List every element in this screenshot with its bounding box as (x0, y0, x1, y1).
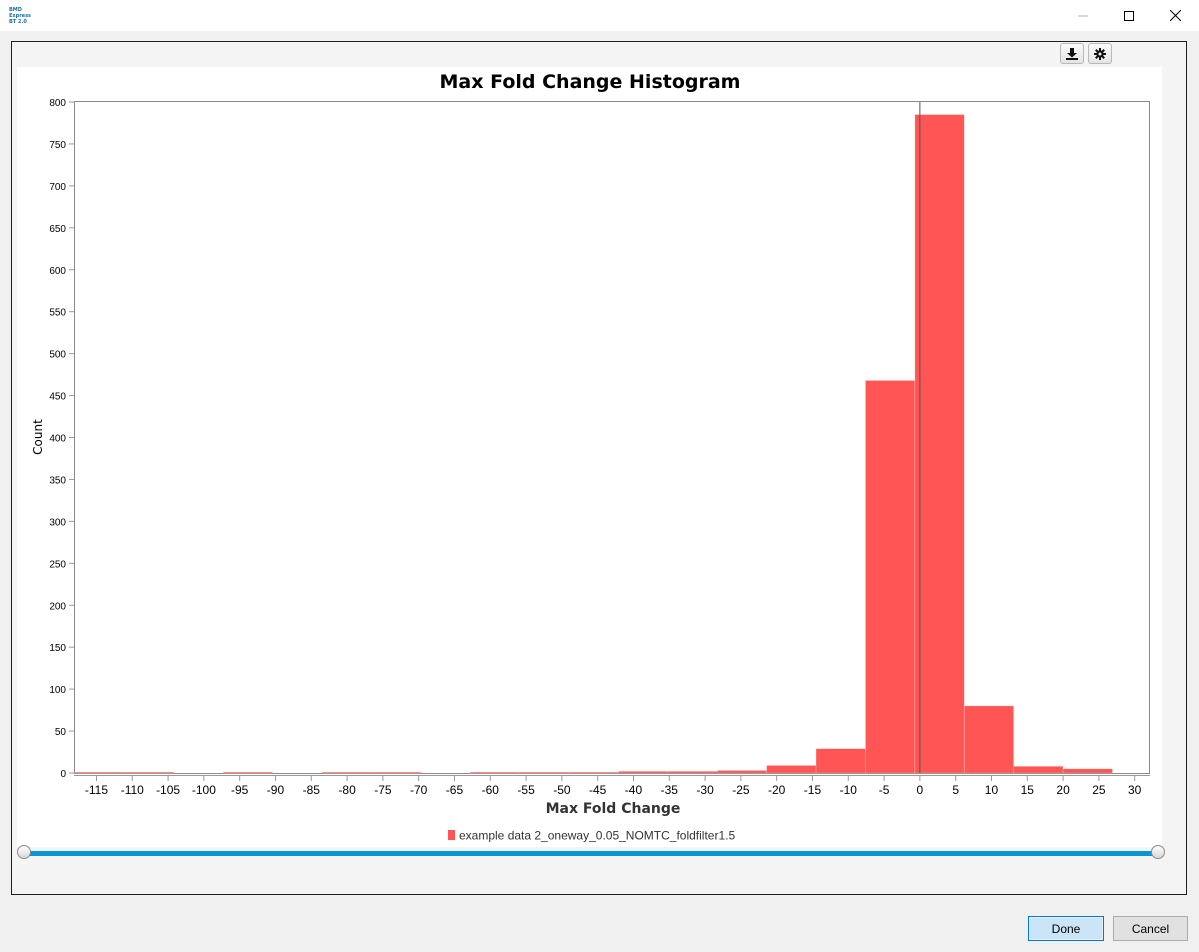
cancel-button[interactable]: Cancel (1113, 916, 1188, 941)
app-logo-line: BT 2.0 (9, 19, 27, 25)
slider-max-thumb[interactable] (1151, 845, 1165, 859)
x-tick-label: 5 (952, 783, 959, 797)
x-tick-label: -10 (840, 783, 858, 797)
download-button[interactable] (1060, 43, 1084, 64)
x-tick-label: 20 (1056, 783, 1070, 797)
slider-track[interactable] (23, 851, 1159, 856)
x-tick-label: -25 (732, 783, 750, 797)
gear-icon (1094, 47, 1106, 60)
x-axis: -115 -110 -105 -100 -95 -90 -85 -80 -75 -70 -65 -60… (85, 776, 1142, 797)
x-tick-label: -70 (410, 783, 428, 797)
y-tick-label: 800 (49, 98, 66, 109)
y-tick-label: 600 (49, 266, 66, 277)
x-tick-label: -100 (192, 783, 216, 797)
y-tick-label: 0 (60, 769, 66, 780)
y-axis: 0 50 100 150 200 250 300 350 400 450 500 550 600 650 7… (49, 98, 74, 780)
range-slider[interactable] (17, 844, 1165, 862)
histogram-bar (914, 114, 965, 774)
settings-button[interactable] (1088, 43, 1112, 64)
x-tick-label: 30 (1128, 783, 1142, 797)
x-tick-label: -85 (303, 783, 321, 797)
y-tick-label: 400 (49, 434, 66, 445)
app-logo-line: BMD (9, 7, 22, 13)
histogram-bar (618, 771, 669, 774)
legend-label: example data 2_oneway_0.05_NOMTC_foldfil… (459, 829, 735, 843)
legend-swatch (448, 830, 455, 840)
x-tick-label: -80 (338, 783, 356, 797)
histogram-bar (469, 771, 520, 774)
chart-title: Max Fold Change Histogram (440, 71, 741, 93)
x-tick-label: -105 (156, 783, 180, 797)
minimize-button[interactable] (1060, 0, 1106, 31)
x-axis-label: Max Fold Change (546, 801, 681, 817)
histogram-bar (815, 748, 866, 774)
histogram-bar (716, 770, 767, 774)
y-tick-label: 450 (49, 392, 66, 403)
histogram-bar (371, 771, 422, 774)
x-tick-label: -90 (267, 783, 285, 797)
x-tick-label: -115 (85, 783, 108, 797)
x-tick-label: 15 (1021, 783, 1035, 797)
bars-group (74, 114, 1113, 774)
x-tick-label: -60 (482, 783, 500, 797)
histogram-bar (1062, 768, 1113, 774)
x-tick-label: -5 (879, 783, 890, 797)
x-tick-label: 10 (985, 783, 999, 797)
x-tick-label: -50 (553, 783, 571, 797)
y-axis-label: Count (31, 419, 45, 455)
maximize-icon (1124, 10, 1134, 21)
minimize-icon (1078, 15, 1088, 16)
x-tick-label: -110 (121, 783, 144, 797)
y-tick-label: 350 (49, 475, 66, 486)
x-tick-label: 0 (917, 783, 924, 797)
y-tick-label: 500 (49, 350, 66, 361)
app-logo: BMD Express BT 2.0 (9, 7, 32, 25)
histogram-bar (865, 380, 916, 774)
download-icon (1066, 47, 1078, 60)
window-titlebar: BMD Express BT 2.0 (0, 0, 1199, 31)
x-tick-label: -55 (517, 783, 535, 797)
y-tick-label: 150 (49, 643, 66, 654)
x-tick-label: -35 (661, 783, 679, 797)
x-tick-label: 25 (1092, 783, 1106, 797)
y-tick-label: 50 (55, 727, 67, 738)
legend: example data 2_oneway_0.05_NOMTC_foldfil… (448, 829, 735, 843)
histogram-bar (124, 771, 175, 774)
x-tick-label: -40 (625, 783, 643, 797)
close-icon (1169, 10, 1181, 21)
x-tick-label: -30 (696, 783, 714, 797)
x-tick-label: -65 (446, 783, 464, 797)
done-button[interactable]: Done (1028, 916, 1104, 941)
histogram-bar (321, 771, 372, 774)
x-tick-label: -45 (589, 783, 607, 797)
slider-min-thumb[interactable] (17, 845, 31, 859)
y-tick-label: 200 (49, 601, 66, 612)
plot-area (74, 101, 1150, 774)
x-tick-label: -20 (768, 783, 786, 797)
close-button[interactable] (1152, 0, 1198, 31)
y-tick-label: 100 (49, 685, 66, 696)
histogram-bar (766, 765, 817, 774)
histogram-bar (222, 771, 273, 774)
histogram-bar (667, 771, 718, 774)
histogram-bar (1013, 765, 1064, 774)
y-tick-label: 550 (49, 308, 66, 319)
y-tick-label: 250 (49, 559, 66, 570)
app-logo-line: Express (9, 13, 32, 19)
y-tick-label: 700 (49, 182, 66, 193)
maximize-button[interactable] (1106, 0, 1152, 31)
x-tick-label: -95 (231, 783, 249, 797)
histogram-bar (963, 705, 1014, 774)
y-tick-label: 650 (49, 224, 66, 235)
x-tick-label: -15 (804, 783, 822, 797)
y-tick-label: 750 (49, 140, 66, 151)
histogram-bar (519, 771, 570, 774)
y-tick-label: 300 (49, 517, 66, 528)
x-tick-label: -75 (374, 783, 392, 797)
histogram-bar (74, 771, 125, 774)
histogram-bar (568, 771, 619, 774)
